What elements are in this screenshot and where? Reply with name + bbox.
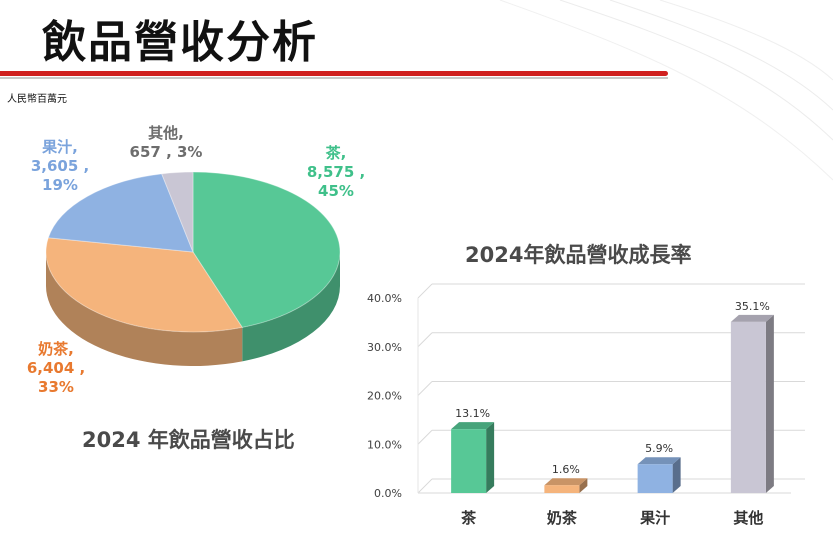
pie-label-milk-tea-name: 奶茶, <box>38 340 74 358</box>
pie-label-other-value: 657 , 3% <box>129 143 203 161</box>
grid-diagonal <box>417 429 433 445</box>
unit-note: 人民幣百萬元 <box>7 94 67 105</box>
pie-label-juice-name: 果汁, <box>42 138 78 156</box>
bar-side <box>765 314 774 493</box>
grid-diagonal <box>417 478 433 494</box>
y-tick-label: 40.0% <box>367 292 402 305</box>
pie-slice-juice <box>47 173 194 253</box>
pie-label-juice: 果汁, 3,605 , 19% <box>12 138 108 195</box>
bar-side <box>486 422 495 493</box>
pie-side-milk-tea <box>46 252 243 367</box>
pie-label-tea-value: 8,575 , 45% <box>306 163 366 200</box>
pie-label-tea-name: 茶, <box>325 144 347 162</box>
bar-other <box>730 314 774 493</box>
x-tick-label: 茶 <box>461 509 477 527</box>
pie-label-milk-tea-value: 6,404 , 33% <box>26 359 86 396</box>
pie-label-other: 其他, 657 , 3% <box>126 124 206 162</box>
bar-front <box>730 321 766 493</box>
title-underline-red <box>0 71 668 76</box>
bar-front <box>451 429 487 493</box>
bar-top <box>730 314 774 322</box>
pie-slice-tea <box>192 171 341 328</box>
bar-value-label: 5.9% <box>645 442 673 455</box>
bar-side <box>672 457 681 493</box>
pie-chart-title: 2024 年飲品營收占比 <box>82 428 295 452</box>
pie-slice-other <box>160 171 194 253</box>
bar-front <box>637 464 673 493</box>
pie-top <box>45 171 341 333</box>
bar-front <box>544 485 580 493</box>
bar-value-label: 35.1% <box>735 300 770 313</box>
pie-sides <box>46 252 340 367</box>
bar-side <box>579 478 588 493</box>
bar-value-label: 1.6% <box>552 463 580 476</box>
page-title: 飲品營收分析 <box>42 17 318 68</box>
y-tick-label: 0.0% <box>374 487 402 500</box>
bar-chart-title: 2024年飲品營收成長率 <box>465 243 692 267</box>
pie-label-other-name: 其他, <box>148 124 184 142</box>
pie-label-milk-tea: 奶茶, 6,404 , 33% <box>8 340 104 397</box>
bar-milk-tea <box>544 478 588 493</box>
x-tick-label: 其他 <box>733 509 763 527</box>
bar-value-label: 13.1% <box>455 407 490 420</box>
x-tick-label: 奶茶 <box>547 509 578 527</box>
pie-label-tea: 茶, 8,575 , 45% <box>288 144 384 201</box>
bar-tea <box>451 422 495 493</box>
bar-top <box>637 457 681 465</box>
y-tick-label: 10.0% <box>367 438 402 451</box>
pie-slice-milk-tea <box>45 237 244 333</box>
bar-top <box>544 478 588 486</box>
bar-juice <box>637 457 681 493</box>
title-underline-grey <box>0 77 668 79</box>
grid-diagonal <box>417 332 433 348</box>
bar-top <box>451 422 495 430</box>
grid-diagonal <box>417 283 433 299</box>
pie-side-tea <box>242 252 340 362</box>
y-tick-label: 20.0% <box>367 390 402 403</box>
grid-diagonal <box>417 381 433 396</box>
x-tick-label: 果汁 <box>639 509 670 527</box>
y-tick-label: 30.0% <box>367 341 402 354</box>
pie-label-juice-value: 3,605 , 19% <box>30 157 90 194</box>
